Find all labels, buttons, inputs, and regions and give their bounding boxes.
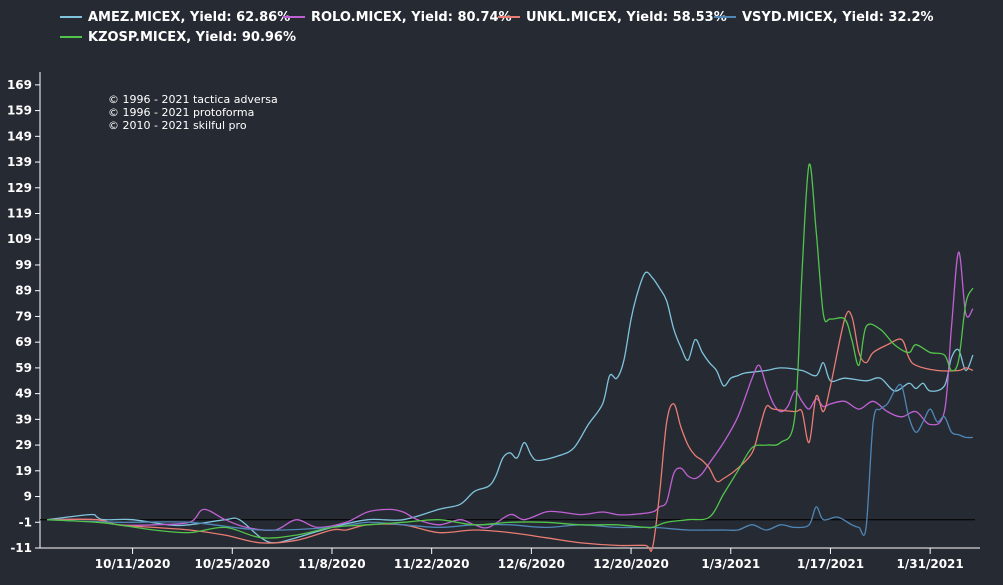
x-tick-label: 11/22/2020: [394, 557, 470, 571]
legend-label-kzosp-micex[interactable]: KZOSP.MICEX, Yield: 90.96%: [88, 30, 296, 45]
series-line-amez-micex[interactable]: [47, 271, 974, 544]
x-tick-label: 10/25/2020: [194, 557, 270, 571]
y-tick-label: 19: [15, 464, 32, 478]
x-tick-label: 1/17/2021: [797, 557, 864, 571]
x-tick-label: 12/6/2020: [498, 557, 565, 571]
y-tick-label: -1: [19, 515, 32, 529]
x-axis: 10/11/2020 10/25/2020 11/8/2020 11/22/2020 1…: [40, 547, 980, 571]
y-tick-label: 149: [7, 129, 32, 143]
y-tick-label: 159: [7, 104, 32, 118]
y-tick-label: 69: [15, 335, 32, 349]
x-tick-label: 11/8/2020: [298, 557, 365, 571]
x-tick-label: 10/11/2020: [95, 557, 171, 571]
series-line-kzosp-micex[interactable]: [47, 163, 974, 539]
y-tick-label: -11: [10, 541, 32, 555]
x-tick-label: 1/3/2021: [701, 557, 760, 571]
copyright-line: © 2010 - 2021 skilful pro: [108, 119, 247, 132]
series-line-rolo-micex[interactable]: [47, 251, 974, 532]
y-axis: -11 -1 9 19 29 39 49 59 69 79 89 99 109 119 129 139 149 1…: [7, 72, 41, 555]
legend-label-rolo-micex[interactable]: ROLO.MICEX, Yield: 80.74%: [311, 10, 512, 25]
y-tick-label: 49: [15, 387, 32, 401]
y-tick-label: 9: [24, 490, 32, 504]
y-tick-label: 139: [7, 155, 32, 169]
y-tick-label: 119: [7, 207, 32, 221]
y-tick-label: 169: [7, 78, 32, 92]
legend: AMEZ.MICEX, Yield: 62.86% ROLO.MICEX, Yie…: [60, 10, 934, 45]
x-tick-label: 1/31/2021: [897, 557, 964, 571]
y-tick-label: 39: [15, 412, 32, 426]
legend-label-vsyd-micex[interactable]: VSYD.MICEX, Yield: 32.2%: [742, 10, 934, 25]
y-tick-label: 109: [7, 232, 32, 246]
y-tick-label: 59: [15, 361, 32, 375]
copyright-notice: © 1996 - 2021 tactica adversa© 1996 - 20…: [108, 93, 278, 132]
y-tick-label: 129: [7, 181, 32, 195]
series-line-vsyd-micex[interactable]: [47, 383, 973, 536]
x-tick-label: 12/20/2020: [593, 557, 669, 571]
y-tick-label: 79: [15, 309, 32, 323]
legend-label-unkl-micex[interactable]: UNKL.MICEX, Yield: 58.53%: [526, 10, 727, 25]
series-line-unkl-micex[interactable]: [47, 310, 974, 552]
series-lines: [40, 163, 975, 552]
y-tick-label: 89: [15, 284, 32, 298]
y-tick-label: 99: [15, 258, 32, 272]
copyright-line: © 1996 - 2021 protoforma: [108, 106, 254, 119]
y-tick-label: 29: [15, 438, 32, 452]
legend-label-amez-micex[interactable]: AMEZ.MICEX, Yield: 62.86%: [88, 10, 290, 25]
copyright-line: © 1996 - 2021 tactica adversa: [108, 93, 278, 106]
